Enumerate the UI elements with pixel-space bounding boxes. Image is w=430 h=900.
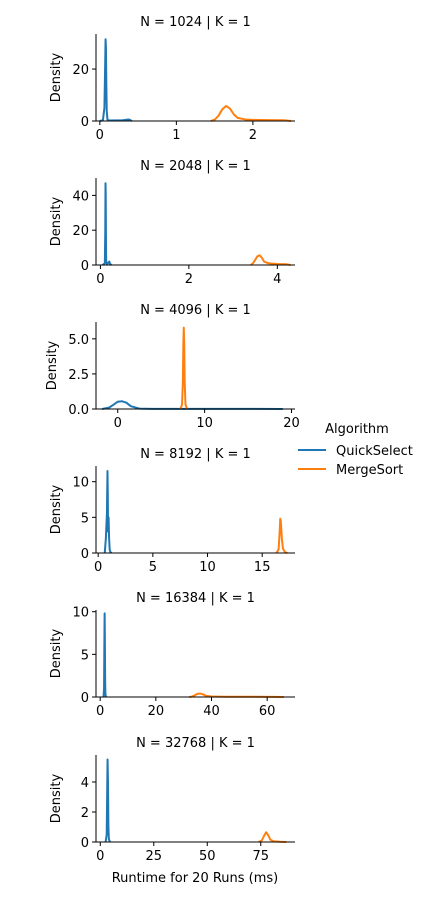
- panel-6: N = 32768 | K = 1 Density 0 25 50 75 0 2 4: [49, 736, 295, 864]
- panel-3: N = 4096 | K = 1 Density 0 10 20 0.0 2.5 5.0: [45, 303, 300, 431]
- y-tick-label: 5.0: [68, 333, 89, 348]
- x-tick-label: 40: [203, 704, 220, 719]
- series-line-quickselect: [103, 469, 113, 554]
- x-tick-label: 10: [199, 560, 216, 575]
- y-tick-label: 0.0: [68, 403, 89, 418]
- series-line-quickselect: [102, 182, 113, 266]
- y-tick-label: 2.5: [68, 368, 89, 383]
- x-tick-label: 0: [96, 704, 104, 719]
- y-tick-label: 20: [72, 63, 89, 78]
- panel-title: N = 32768 | K = 1: [136, 736, 255, 751]
- x-tick-label: 4: [273, 272, 281, 287]
- x-axis-label: Runtime for 20 Runs (ms): [112, 871, 279, 886]
- panel-title: N = 8192 | K = 1: [140, 447, 251, 462]
- legend-label-mergesort: MergeSort: [336, 463, 403, 478]
- y-tick-label: 0: [81, 259, 89, 274]
- series-line-mergesort: [210, 104, 292, 122]
- series-line-mergesort: [189, 692, 284, 698]
- y-tick-label: 0: [81, 547, 89, 562]
- y-tick-label: 4: [81, 776, 89, 791]
- y-tick-label: 5: [81, 511, 89, 526]
- y-axis-label: Density: [49, 773, 64, 823]
- x-tick-label: 20: [148, 704, 165, 719]
- y-tick-label: 20: [72, 224, 89, 239]
- y-tick-label: 10: [72, 606, 89, 621]
- x-tick-label: 5: [149, 560, 157, 575]
- x-tick-label: 0: [96, 849, 104, 864]
- x-tick-label: 15: [254, 560, 271, 575]
- series-line-quickselect: [99, 38, 133, 122]
- panel-title: N = 2048 | K = 1: [140, 159, 251, 174]
- x-tick-label: 0: [96, 272, 104, 287]
- panel-title: N = 1024 | K = 1: [140, 15, 251, 30]
- x-tick-label: 0: [96, 128, 104, 143]
- x-tick-label: 0: [94, 560, 102, 575]
- y-axis-label: Density: [45, 340, 60, 390]
- y-tick-label: 0: [81, 115, 89, 130]
- series-line-mergesort: [275, 517, 288, 554]
- panel-title: N = 16384 | K = 1: [136, 591, 255, 606]
- y-tick-label: 0: [81, 691, 89, 706]
- y-axis-label: Density: [49, 628, 64, 678]
- legend: Algorithm QuickSelect MergeSort: [298, 422, 413, 478]
- x-tick-label: 25: [146, 849, 163, 864]
- series-line-quickselect: [102, 612, 107, 698]
- x-tick-label: 2: [185, 272, 193, 287]
- series-line-mergesort: [250, 254, 291, 266]
- x-tick-label: 50: [199, 849, 216, 864]
- y-tick-label: 40: [72, 189, 89, 204]
- y-tick-label: 2: [81, 806, 89, 821]
- legend-title: Algorithm: [325, 422, 389, 437]
- panel-4: N = 8192 | K = 1 Density 0 5 10 15 0 5 10: [49, 447, 295, 575]
- legend-label-quickselect: QuickSelect: [336, 444, 413, 459]
- x-tick-label: 1: [172, 128, 180, 143]
- panel-5: N = 16384 | K = 1 Density 0 20 40 60 0 5 10: [49, 591, 295, 719]
- y-axis-label: Density: [49, 484, 64, 534]
- series-line-mergesort: [179, 326, 189, 410]
- x-tick-label: 75: [252, 849, 269, 864]
- y-axis-label: Density: [49, 52, 64, 102]
- x-tick-label: 2: [249, 128, 257, 143]
- series-line-mergesort: [258, 831, 287, 843]
- y-axis-label: Density: [49, 196, 64, 246]
- y-tick-label: 0: [81, 836, 89, 851]
- series-line-quickselect: [101, 400, 283, 410]
- x-tick-label: 0: [114, 416, 122, 431]
- x-tick-label: 10: [196, 416, 213, 431]
- series-line-quickselect: [104, 758, 111, 843]
- y-tick-label: 10: [72, 476, 89, 491]
- y-tick-label: 5: [81, 648, 89, 663]
- x-tick-label: 20: [283, 416, 300, 431]
- x-tick-label: 60: [259, 704, 276, 719]
- panel-title: N = 4096 | K = 1: [140, 303, 251, 318]
